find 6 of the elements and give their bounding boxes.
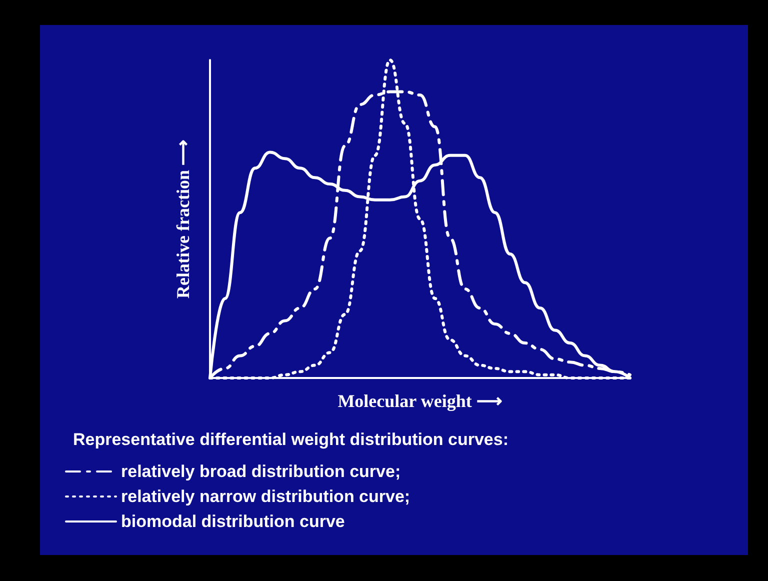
legend-title: Representative differential weight distribution curves: xyxy=(73,430,508,449)
y-axis-title: Relative fraction ⟶ xyxy=(173,140,193,298)
legend-label: biomodal distribution curve xyxy=(121,512,345,531)
legend-label: relatively broad distribution curve; xyxy=(121,462,401,481)
x-axis-title: Molecular weight ⟶ xyxy=(338,391,502,411)
legend-label: relatively narrow distribution curve; xyxy=(121,487,410,506)
